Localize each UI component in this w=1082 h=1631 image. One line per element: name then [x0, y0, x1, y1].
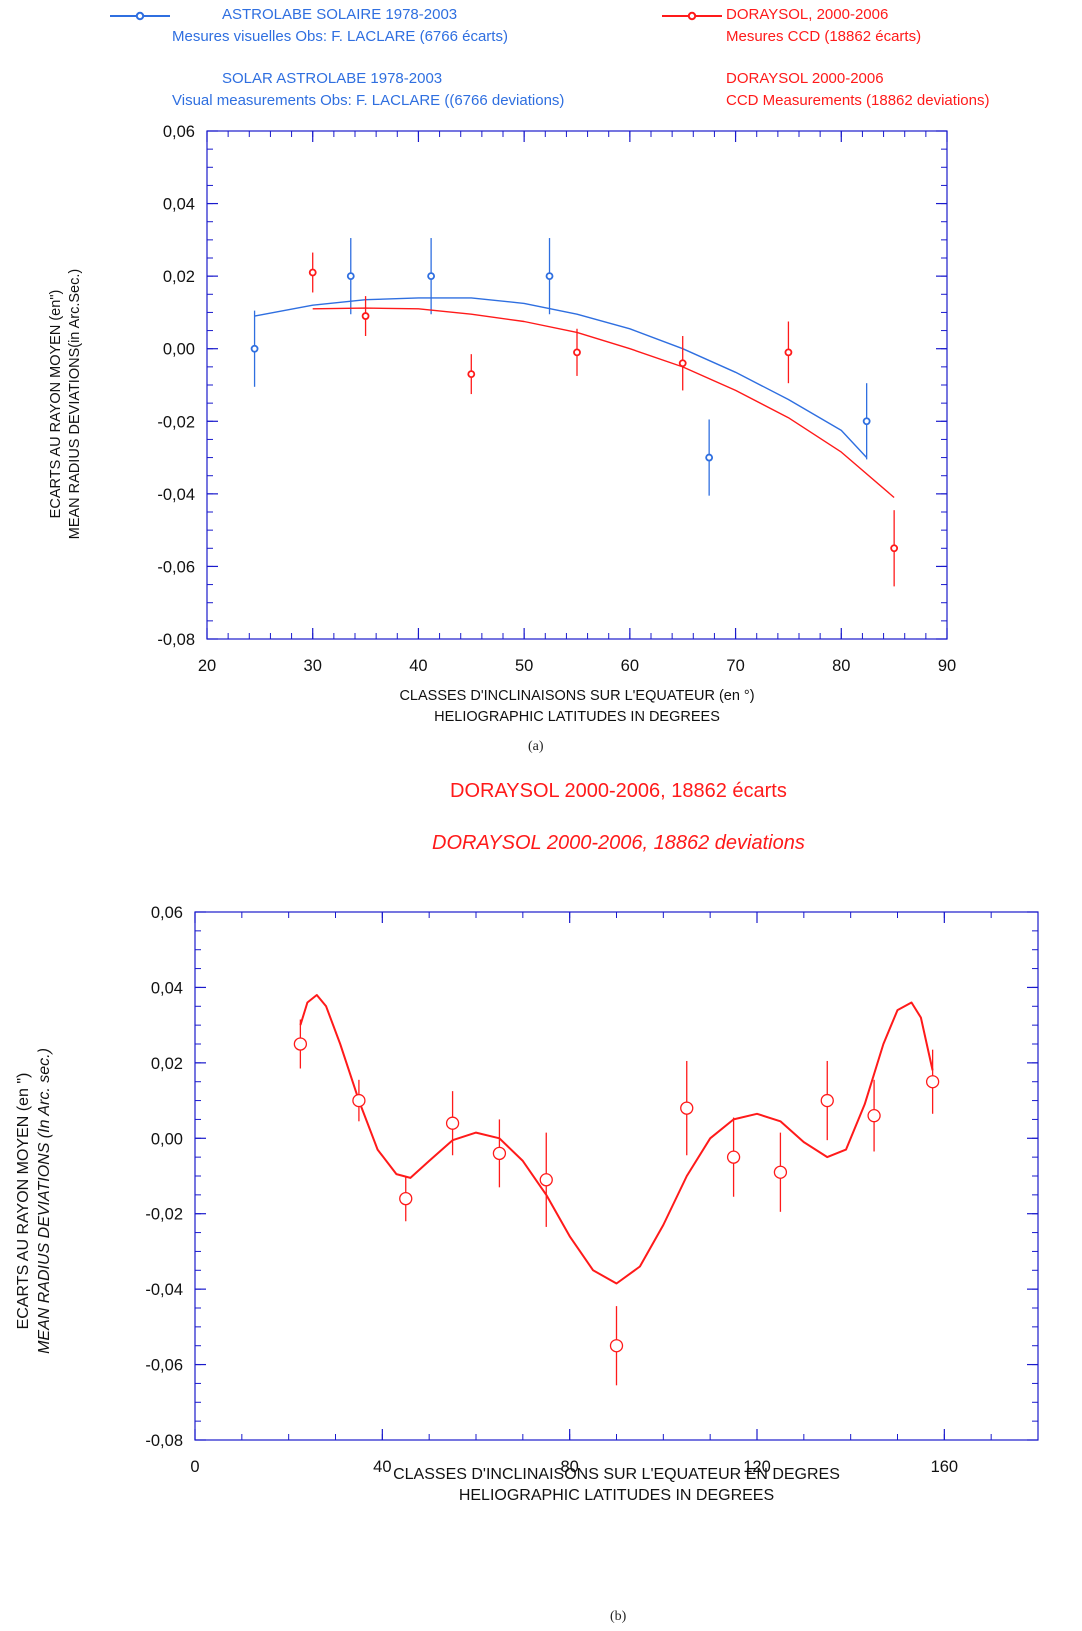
data-point [726, 1150, 741, 1164]
series-0 [293, 994, 940, 1386]
legend-red-fr-title: DORAYSOL, 2000-2006 [726, 6, 889, 23]
legend-red-fr-sub: Mesures CCD (18862 écarts) [726, 28, 922, 45]
sublabel-b: (b) [610, 1609, 627, 1624]
fit-curve [299, 994, 934, 1285]
data-point [820, 1093, 834, 1108]
y-tick-label: 0,06 [151, 904, 183, 922]
data-point [890, 544, 899, 553]
data-point [293, 1037, 308, 1051]
y-tick-label: -0,04 [157, 486, 195, 504]
x-tick-label: 80 [832, 657, 850, 675]
y-tick-label: -0,08 [145, 1432, 183, 1450]
x-tick-label: 160 [931, 1458, 959, 1476]
x-tick-label: 20 [198, 657, 216, 675]
data-point [352, 1093, 366, 1108]
data-point [705, 453, 714, 462]
legend-red-en-sub: CCD Measurements (18862 deviations) [726, 92, 990, 109]
y-tick-label: 0,00 [163, 341, 195, 359]
y-tick-label: -0,06 [157, 558, 195, 576]
data-point [609, 1339, 624, 1353]
y-tick-label: 0,06 [163, 123, 195, 141]
legend-blue-fr-title: ASTROLABE SOLAIRE 1978-2003 [222, 6, 458, 23]
chart-a-xlabel-en: HELIOGRAPHIC LATITUDES IN DEGREES [434, 709, 720, 725]
x-tick-label: 80 [560, 1458, 578, 1476]
y-tick-label: 0,02 [151, 1055, 183, 1073]
chart-a-ylabel-en: MEAN RADIUS DEVIATIONS(in Arc.Sec.) [67, 268, 83, 540]
legend-red-en-title: DORAYSOL 2000-2006 [726, 70, 884, 87]
data-point [862, 417, 871, 426]
chart-a-xlabel: CLASSES D'INCLINAISONS SUR L'EQUATEUR (e… [207, 686, 947, 728]
x-tick-label: 40 [373, 1458, 391, 1476]
fit-curve [312, 307, 895, 499]
chart-b-ylabel-fr: ECARTS AU RAYON MOYEN (en ") [15, 1072, 32, 1330]
data-point [773, 1165, 788, 1179]
series-0 [250, 238, 871, 496]
y-tick-label: 0,00 [151, 1130, 183, 1148]
data-point [399, 1191, 413, 1206]
y-tick-label: -0,02 [157, 413, 195, 431]
plot-frame [206, 130, 948, 640]
data-point [346, 272, 355, 281]
chart-b: 0 40 80 120 160 0,06 0,04 0,02 0,00 -0,02 -0,04 -0,… [145, 904, 1039, 1476]
y-tick-label: -0,02 [145, 1206, 183, 1224]
chart-b-title-en: DORAYSOL 2000-2006, 18862 deviations [432, 832, 805, 854]
data-point [539, 1173, 553, 1187]
data-point [784, 348, 793, 357]
y-tick-label: -0,06 [145, 1357, 183, 1375]
data-point [867, 1109, 881, 1123]
legend-blue-en-sub: Visual measurements Obs: F. LACLARE ((67… [172, 92, 565, 109]
chart-a-xlabel-fr: CLASSES D'INCLINAISONS SUR L'EQUATEUR (e… [399, 688, 755, 704]
x-tick-label: 0 [190, 1458, 199, 1476]
chart-b-xlabel-fr: CLASSES D'INCLINAISONS SUR L'EQUATEUR EN… [393, 1466, 840, 1483]
legend-blue-fr-sub: Mesures visuelles Obs: F. LACLARE (6766 … [172, 28, 508, 45]
y-tick-label: 0,02 [163, 268, 195, 286]
chart-a: 20 30 40 50 60 70 80 90 0,06 0,04 0,02 0,00 -0,02 -0,… [157, 123, 956, 675]
chart-b-xlabel-en: HELIOGRAPHIC LATITUDES IN DEGREES [458, 1487, 775, 1504]
data-point [492, 1146, 507, 1161]
x-tick-label: 90 [938, 657, 956, 675]
chart-a-ylabel-fr: ECARTS AU RAYON MOYEN (en") [48, 289, 64, 519]
series-1 [308, 252, 899, 587]
chart-b-xlabel: CLASSES D'INCLINAISONS SUR L'EQUATEUR EN… [195, 1464, 1038, 1506]
sublabel-a: (a) [528, 739, 544, 754]
legend-blue-en-title: SOLAR ASTROLABE 1978-2003 [222, 70, 443, 87]
data-point [925, 1075, 940, 1089]
chart-a-ylabel: ECARTS AU RAYON MOYEN (en") MEAN RADIUS … [47, 214, 85, 594]
data-point [361, 312, 370, 320]
data-point [467, 370, 476, 379]
chart-b-title-fr: DORAYSOL 2000-2006, 18862 écarts [450, 780, 787, 802]
x-tick-label: 120 [743, 1458, 771, 1476]
legend-swatch-blue [110, 11, 170, 21]
data-point [678, 359, 687, 368]
y-tick-label: 0,04 [163, 196, 195, 214]
y-tick-label: 0,04 [151, 979, 183, 997]
data-point [427, 272, 436, 281]
chart-b-ylabel-en: MEAN RADIUS DEVIATIONS (In Arc. sec.) [36, 1048, 53, 1354]
y-tick-label: -0,08 [157, 631, 195, 649]
x-tick-label: 60 [621, 657, 639, 675]
data-point [680, 1101, 694, 1115]
x-tick-label: 40 [409, 657, 427, 675]
x-tick-label: 70 [726, 657, 744, 675]
y-tick-label: -0,04 [145, 1281, 183, 1299]
data-point [250, 344, 259, 353]
fit-curve [254, 297, 868, 459]
x-tick-label: 50 [515, 657, 533, 675]
data-point [445, 1116, 460, 1130]
data-point [545, 272, 554, 281]
data-point [308, 268, 317, 277]
chart-b-ylabel: ECARTS AU RAYON MOYEN (en ") MEAN RADIUS… [13, 971, 55, 1431]
x-tick-label: 30 [304, 657, 322, 675]
legend-swatch-red [662, 11, 722, 21]
data-point [573, 348, 581, 357]
